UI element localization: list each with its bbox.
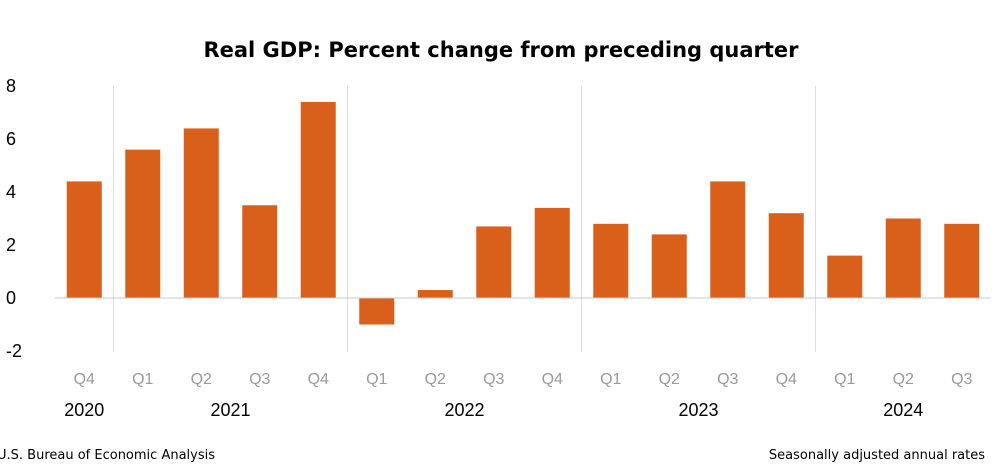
y-axis-ticks: 8 6 4 2 0 -2	[6, 76, 22, 361]
x-tick-label: Q2	[659, 371, 680, 388]
x-tick-label: Q3	[483, 371, 504, 388]
x-tick-label: Q4	[776, 371, 797, 388]
x-tick-label: Q4	[74, 371, 95, 388]
bar	[710, 181, 746, 298]
x-tick-label: Q4	[542, 371, 563, 388]
x-tick-label: Q3	[249, 371, 270, 388]
x-tick-label: Q1	[366, 371, 387, 388]
x-tick-label: Q1	[834, 371, 855, 388]
y-tick-label: 4	[6, 182, 16, 202]
y-tick-label: 8	[6, 76, 16, 96]
x-tick-label: Q2	[425, 371, 446, 388]
year-label: 2021	[210, 400, 250, 420]
bar	[827, 255, 863, 298]
x-tick-label: Q1	[132, 371, 153, 388]
bar	[651, 234, 687, 298]
bar	[66, 181, 102, 298]
y-tick-label: 6	[6, 129, 16, 149]
bar	[300, 101, 336, 299]
x-tick-label: Q3	[717, 371, 738, 388]
bar	[593, 223, 629, 298]
footer-source: U.S. Bureau of Economic Analysis	[0, 448, 215, 463]
x-tick-label: Q3	[951, 371, 972, 388]
x-tick-label: Q2	[191, 371, 212, 388]
year-label: 2022	[444, 400, 484, 420]
year-label: 2023	[678, 400, 718, 420]
bar	[768, 213, 804, 298]
y-tick-label: 0	[6, 288, 16, 308]
year-label: 2020	[64, 400, 104, 420]
x-tick-label: Q1	[600, 371, 621, 388]
x-tick-label: Q4	[308, 371, 329, 388]
x-tick-label: Q2	[893, 371, 914, 388]
bar	[417, 290, 453, 298]
x-axis-quarter-ticks: Q4 Q1 Q2 Q3 Q4 Q1 Q2 Q3 Q4 Q1 Q2 Q3 Q4 Q1 Q2 Q3	[74, 371, 973, 388]
y-tick-label: 2	[6, 235, 16, 255]
bar-series	[66, 101, 980, 325]
x-axis-year-labels: 2020 2021 2022 2023 2024	[64, 400, 923, 420]
bar	[183, 128, 219, 298]
bar	[534, 207, 570, 298]
chart-title: Real GDP: Percent change from preceding …	[203, 38, 799, 62]
bar	[125, 149, 161, 298]
y-tick-label: -2	[6, 341, 22, 361]
bar	[885, 218, 921, 298]
year-label: 2024	[883, 400, 923, 420]
bar	[476, 226, 512, 298]
bar	[359, 298, 395, 325]
year-separators	[113, 86, 816, 352]
bar	[242, 205, 278, 298]
footer-note: Seasonally adjusted annual rates	[769, 448, 985, 463]
bar	[944, 223, 980, 298]
